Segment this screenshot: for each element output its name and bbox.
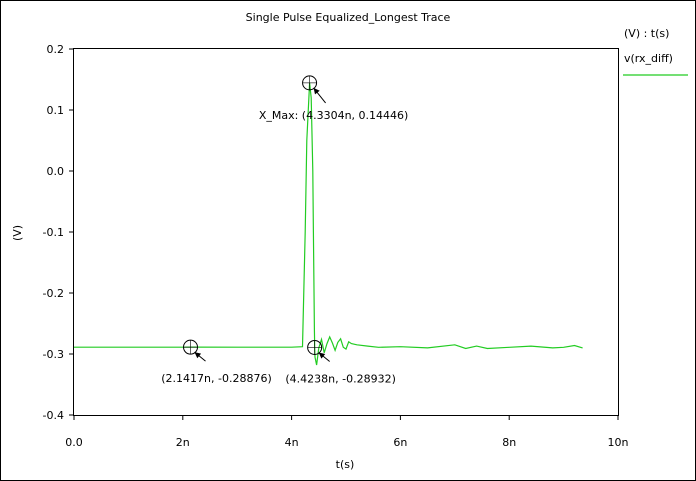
legend-header: (V) : t(s) [624,27,669,40]
y-tick-label: 0.2 [47,43,65,56]
annotation-marker: (4.4238n, -0.28932) [285,339,396,385]
annotation-marker: (2.1417n, -0.28876) [161,339,272,385]
axis-ticks: 0.0 2n 4n 6n 8n 10n 0.2 0.1 0.0 -0.1 -0.2 -0.3 -0.4 [43,43,629,449]
x-tick-label: 0.0 [65,436,83,449]
y-tick-label: 0.1 [47,104,65,117]
annotation-marker: X_Max: (4.3304n, 0.14446) [259,75,409,122]
series-layer [74,82,583,366]
y-tick-label: -0.2 [43,287,64,300]
x-tick-label: 10n [608,436,629,449]
arrow-head [318,352,326,359]
annotations-layer: X_Max: (4.3304n, 0.14446) (2.1417n, -0.28… [161,75,409,385]
annotation-label: (2.1417n, -0.28876) [161,372,272,385]
chart-title: Single Pulse Equalized_Longest Trace [246,11,451,24]
x-tick-label: 4n [285,436,299,449]
x-tick-label: 6n [393,436,407,449]
x-tick-label: 8n [502,436,516,449]
y-tick-label: 0.0 [47,165,65,178]
series-line [74,82,583,366]
arrow-head [194,352,202,359]
y-tick-label: -0.1 [43,226,64,239]
y-tick-label: -0.3 [43,348,64,361]
arrow-head [313,87,320,95]
y-axis-label: (V) [11,225,24,241]
x-axis-label: t(s) [336,458,355,471]
legend-entry-label: v(rx_diff) [624,52,673,65]
y-tick-label: -0.4 [43,409,64,422]
plot-area [73,48,619,416]
x-tick-label: 2n [176,436,190,449]
annotation-label: (4.4238n, -0.28932) [285,372,396,385]
annotation-label: X_Max: (4.3304n, 0.14446) [259,109,409,122]
